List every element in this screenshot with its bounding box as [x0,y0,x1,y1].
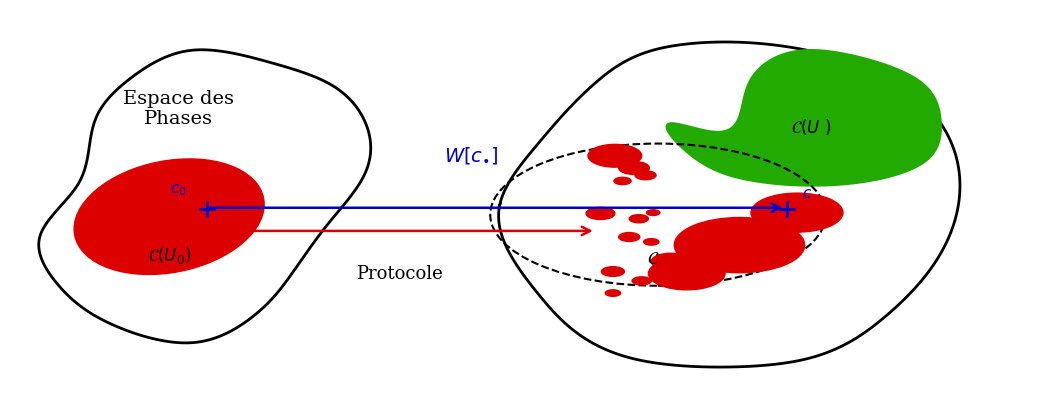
Circle shape [586,207,614,220]
Text: Espace des
Phases: Espace des Phases [124,90,235,128]
Text: $c_0$: $c_0$ [170,183,187,198]
Circle shape [601,267,625,276]
Circle shape [675,218,804,273]
Circle shape [619,233,639,241]
Polygon shape [666,50,940,186]
Text: $W[c_{\bullet}]$: $W[c_{\bullet}]$ [444,146,498,166]
Circle shape [613,177,631,184]
Circle shape [649,257,726,290]
Circle shape [635,171,656,180]
Circle shape [651,253,689,270]
Text: $c$: $c$ [801,187,812,201]
Circle shape [605,290,621,296]
Ellipse shape [74,159,264,274]
Circle shape [647,210,660,216]
Text: $\mathcal{C}(U_0)$: $\mathcal{C}(U_0)$ [147,245,191,266]
Circle shape [588,144,641,167]
Circle shape [750,193,843,232]
Text: $\mathcal{C}$: $\mathcal{C}$ [647,250,659,268]
Circle shape [619,162,650,175]
Text: Protocole: Protocole [356,265,442,283]
Circle shape [629,215,649,223]
Text: $\mathcal{C}(U\ )$: $\mathcal{C}(U\ )$ [791,117,831,137]
Circle shape [644,238,659,245]
Circle shape [632,277,651,285]
